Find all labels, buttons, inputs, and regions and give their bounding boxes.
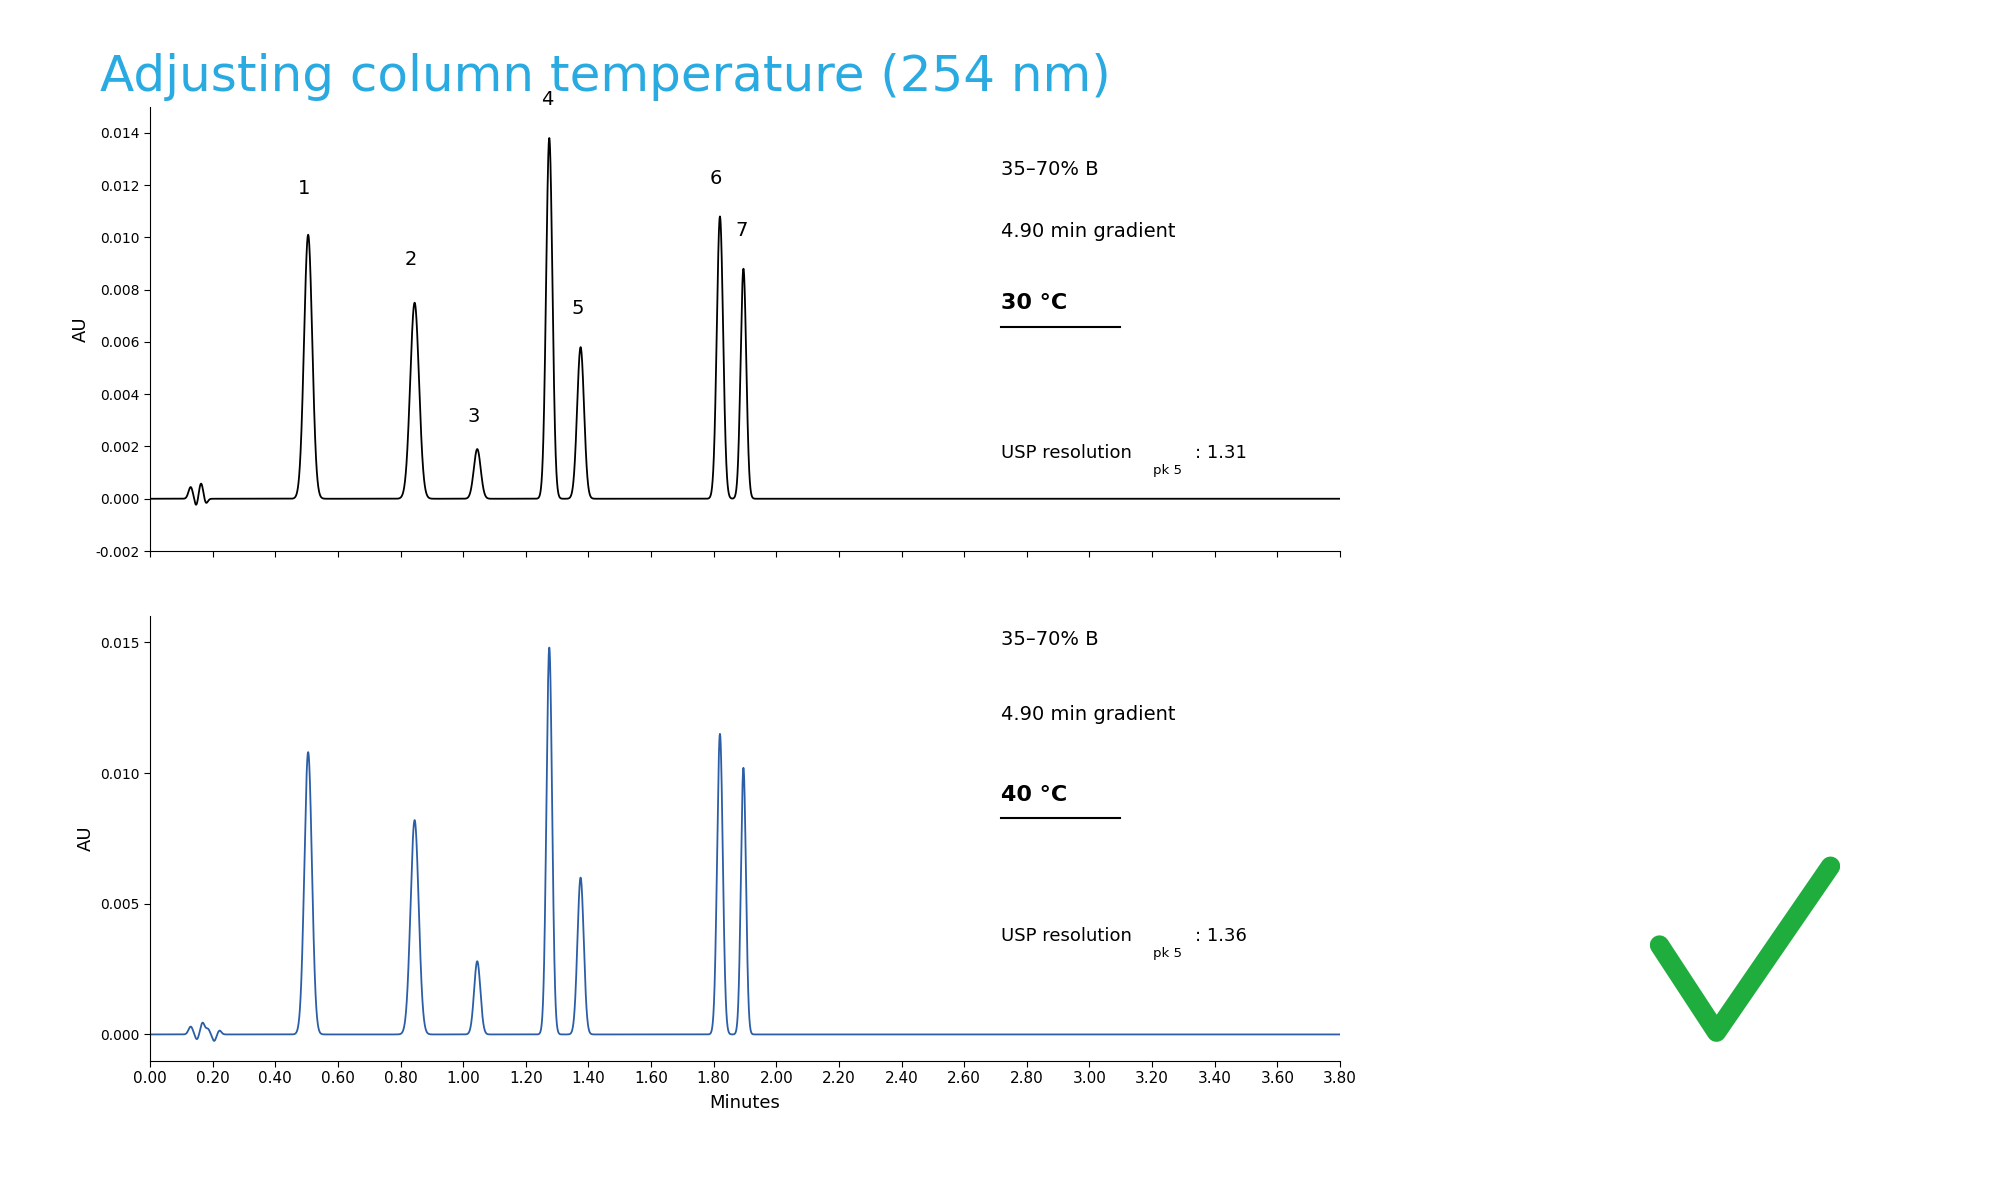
Text: 4.90 min gradient: 4.90 min gradient	[1000, 705, 1176, 724]
Text: 40 °C: 40 °C	[1000, 784, 1068, 805]
Text: 5: 5	[572, 300, 584, 319]
Text: pk 5: pk 5	[1154, 465, 1182, 478]
Text: 2: 2	[404, 250, 418, 269]
Text: Adjusting column temperature (254 nm): Adjusting column temperature (254 nm)	[100, 53, 1110, 102]
Text: : 1.36: : 1.36	[1194, 927, 1246, 946]
Text: 4.90 min gradient: 4.90 min gradient	[1000, 222, 1176, 242]
Y-axis label: AU: AU	[76, 826, 94, 851]
Text: pk 5: pk 5	[1154, 947, 1182, 960]
Text: USP resolution: USP resolution	[1000, 444, 1132, 462]
Text: 30 °C: 30 °C	[1000, 293, 1068, 313]
Y-axis label: AU: AU	[72, 316, 90, 341]
Text: 1: 1	[298, 179, 310, 198]
Text: 6: 6	[710, 168, 722, 187]
Text: 3: 3	[468, 406, 480, 425]
Text: 4: 4	[540, 90, 552, 109]
Text: 35–70% B: 35–70% B	[1000, 629, 1098, 648]
Text: USP resolution: USP resolution	[1000, 927, 1132, 946]
Text: 7: 7	[736, 220, 748, 239]
X-axis label: Minutes: Minutes	[710, 1094, 780, 1113]
Text: : 1.31: : 1.31	[1194, 444, 1246, 462]
Text: 35–70% B: 35–70% B	[1000, 160, 1098, 179]
